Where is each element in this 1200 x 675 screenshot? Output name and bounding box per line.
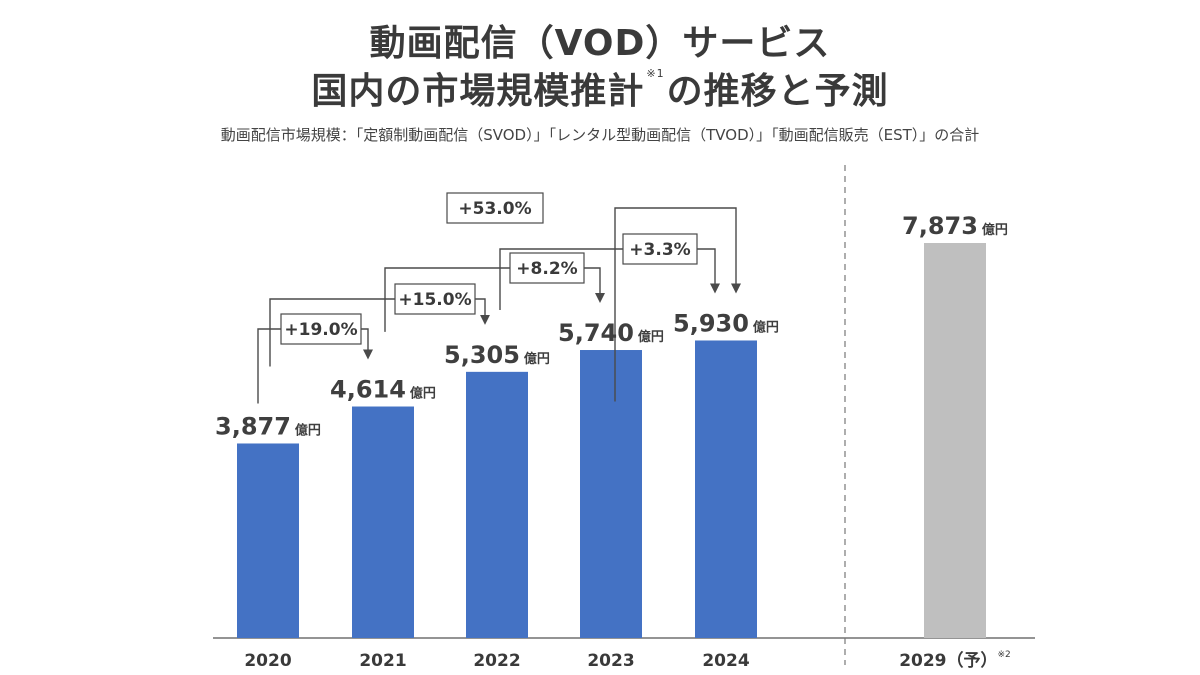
bar-2023 — [580, 350, 642, 638]
data-label-2022: 5,305 億円 — [444, 341, 550, 369]
data-label-2029: 7,873 億円 — [902, 212, 1008, 240]
growth-bracket-2020-2024 — [614, 207, 741, 402]
chart-title-line2-tail: の推移と予測 — [666, 71, 889, 112]
chart-title-line2: 国内の市場規模推計 ※1の推移と予測 — [0, 62, 1200, 114]
growth-label: +8.2% — [516, 259, 577, 279]
growth-label-box — [280, 313, 362, 345]
x-tick-label-2023: 2023 — [587, 651, 634, 671]
bar-2024 — [695, 340, 757, 638]
growth-bracket-2023-2024 — [499, 248, 720, 311]
chart-subtitle: 動画配信市場規模：「定額制動画配信（SVOD）」「レンタル型動画配信（TVOD）… — [220, 126, 980, 144]
x-tick-label-2022: 2022 — [473, 651, 520, 671]
x-tick-label-2021: 2021 — [359, 651, 406, 671]
chart-title-line1: 動画配信（VOD）サービス — [369, 23, 831, 64]
bar-2020 — [237, 443, 299, 638]
data-label-2020: 3,877 億円 — [215, 412, 321, 440]
growth-bracket-2022-2023 — [384, 267, 605, 332]
bar-2021 — [352, 406, 414, 638]
growth-label-box — [509, 252, 585, 284]
growth-label: +3.3% — [629, 240, 690, 260]
x-tick-label-2020: 2020 — [244, 651, 291, 671]
growth-label-box — [394, 283, 476, 315]
growth-label-box — [622, 233, 698, 265]
growth-label-box — [446, 192, 544, 224]
data-label-2023: 5,740 億円 — [558, 319, 664, 347]
data-label-2024: 5,930 億円 — [673, 309, 779, 337]
bar-2022 — [466, 371, 528, 638]
growth-label: +53.0% — [458, 199, 531, 219]
growth-label: +19.0% — [284, 320, 357, 340]
bar-2029 — [924, 243, 986, 638]
data-label-2021: 4,614 億円 — [330, 376, 436, 404]
x-tick-label-2029: 2029（予）※2 — [899, 650, 1011, 671]
chart-title-line2-main: 国内の市場規模推計 — [311, 71, 645, 112]
growth-bracket-2021-2022 — [269, 298, 490, 367]
growth-label: +15.0% — [398, 290, 471, 310]
title-footnote-mark: ※1 — [646, 67, 665, 80]
x-tick-label-2024: 2024 — [702, 651, 749, 671]
